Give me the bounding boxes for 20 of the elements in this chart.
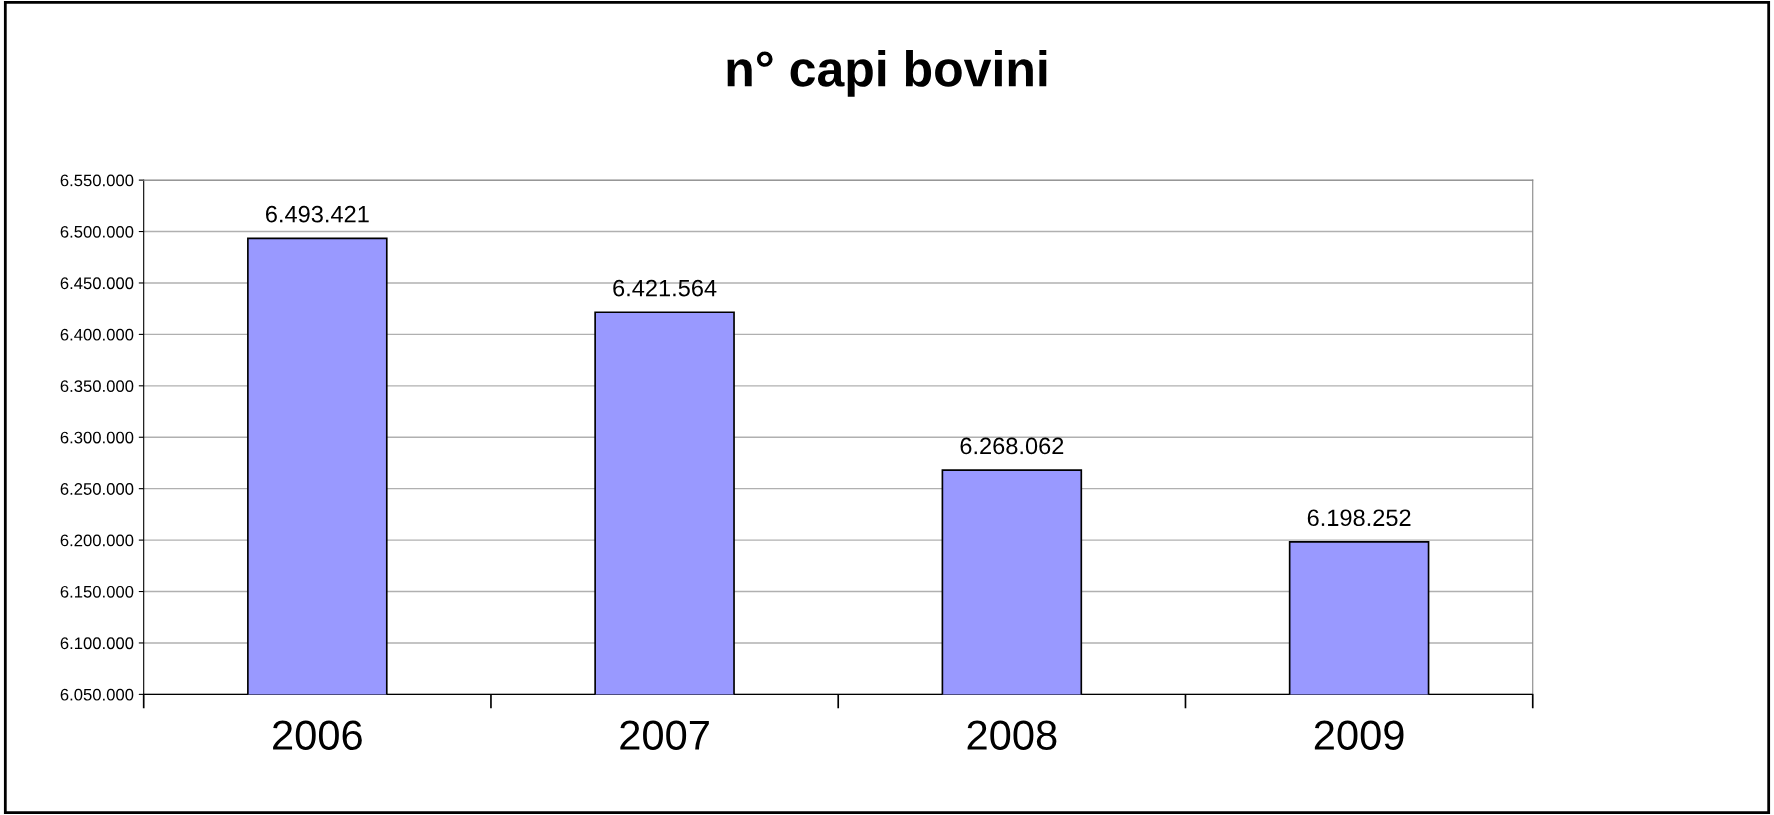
y-tick-label: 6.200.000 (60, 534, 134, 547)
y-tick-label: 6.350.000 (60, 380, 134, 393)
data-label: 6.268.062 (960, 437, 1064, 455)
y-tick-label: 6.550.000 (60, 174, 134, 187)
x-tick-label: 2007 (620, 720, 709, 750)
y-tick-label: 6.150.000 (60, 585, 134, 598)
y-tick-label: 6.250.000 (60, 483, 134, 495)
data-label: 6.493.421 (266, 205, 369, 223)
y-tick-label: 6.050.000 (60, 688, 134, 701)
y-tick-label: 6.450.000 (60, 277, 134, 290)
data-label: 6.198.252 (1307, 509, 1411, 527)
y-tick-label: 6.400.000 (60, 328, 134, 341)
y-tick-label: 6.500.000 (60, 225, 134, 238)
x-tick-label: 2006 (273, 720, 362, 750)
chart-title: n° capi bovini (727, 50, 1047, 97)
data-label: 6.421.564 (613, 279, 717, 297)
x-tick-label: 2008 (967, 720, 1057, 750)
y-tick-label: 6.100.000 (60, 637, 134, 650)
x-tick-label: 2009 (1314, 720, 1404, 750)
y-tick-label: 6.300.000 (60, 431, 134, 444)
